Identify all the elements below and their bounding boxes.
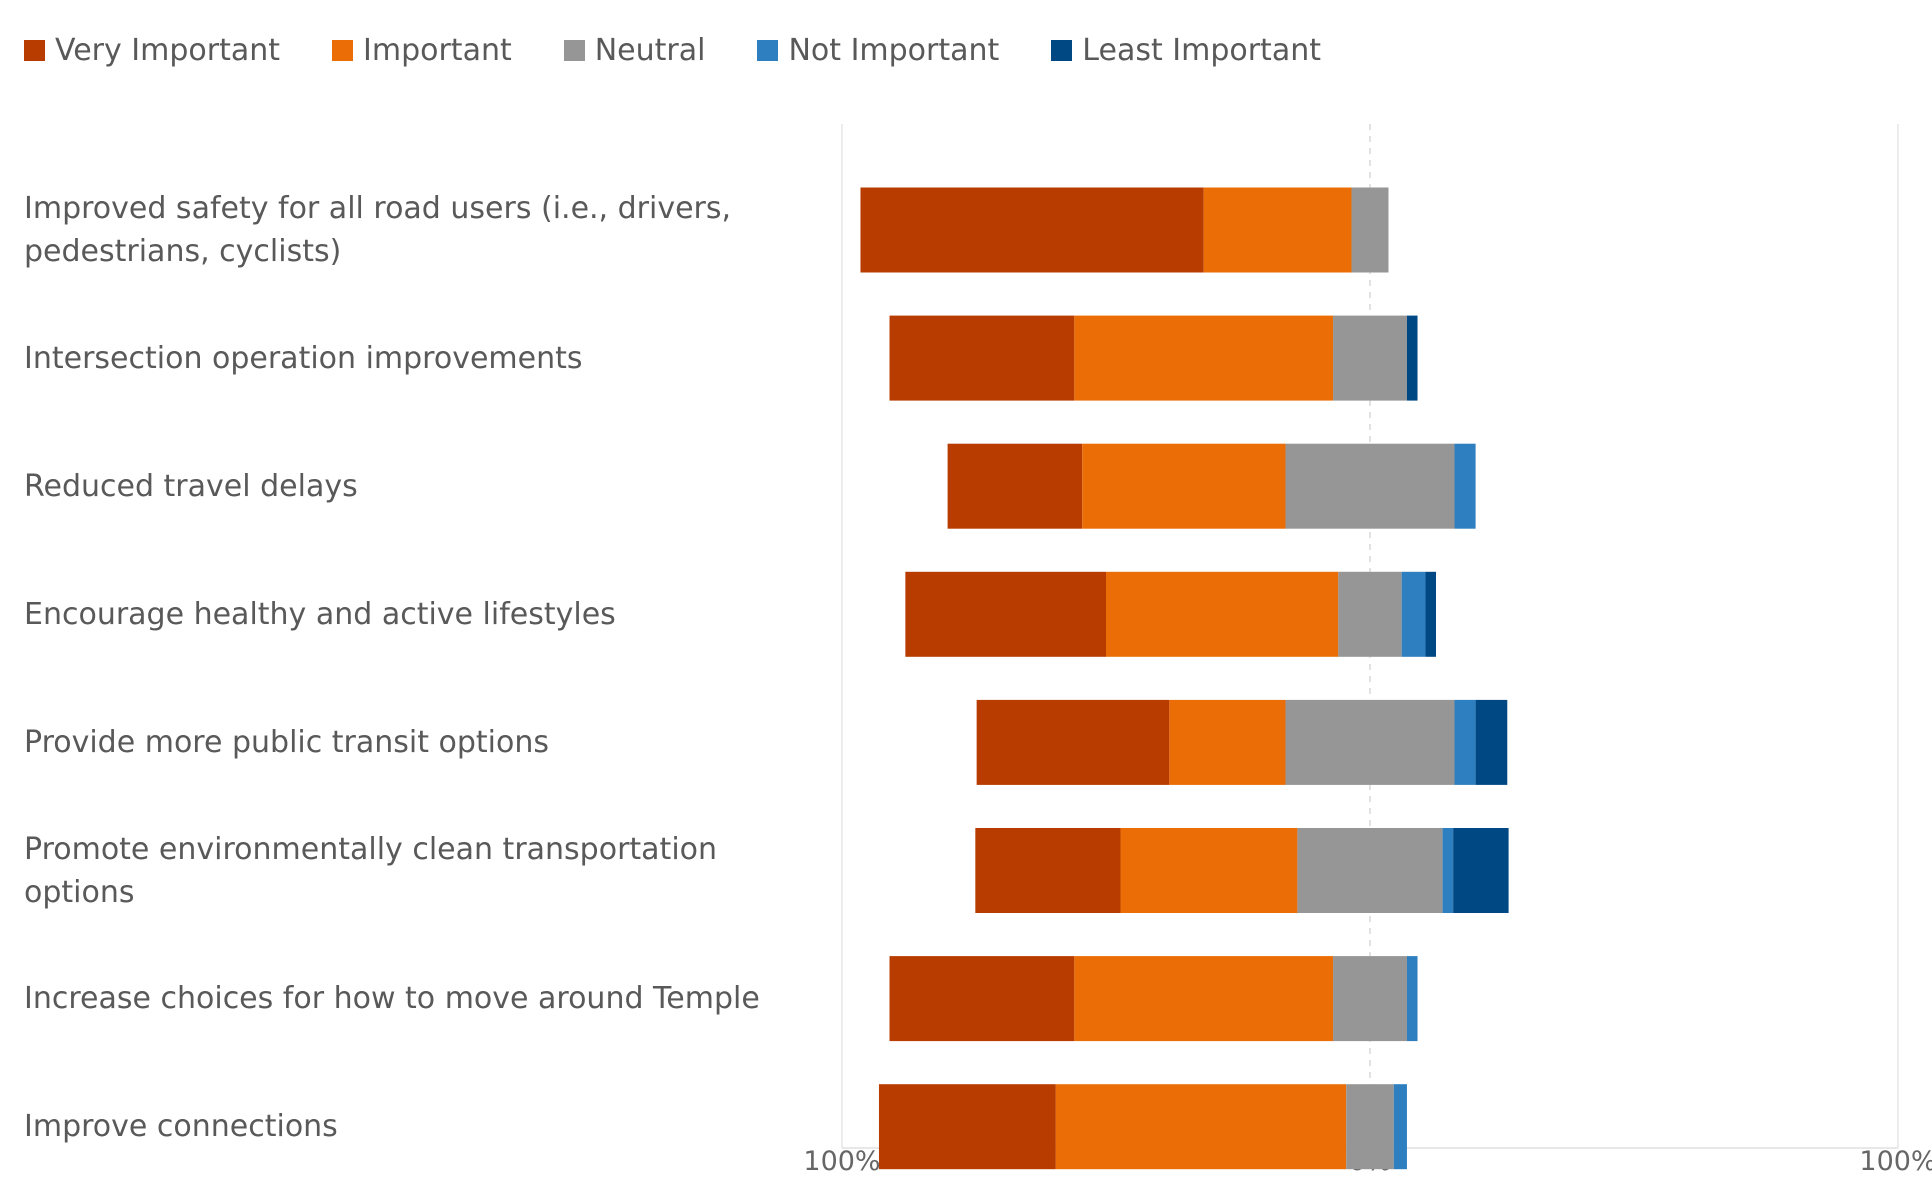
category-label: Increase choices for how to move around … — [24, 981, 760, 1017]
bar-segment — [1338, 571, 1402, 657]
bar-segment — [1285, 699, 1455, 785]
legend-item: Neutral — [563, 32, 706, 68]
x-tick-label: 100% — [803, 1146, 880, 1175]
bar-row — [975, 828, 1509, 913]
category-label: Intersection operation improvements — [24, 340, 583, 376]
legend-label: Not Important — [788, 32, 1000, 68]
bar-row — [947, 443, 1476, 529]
bar-segment — [1475, 699, 1508, 785]
bar-row — [878, 1084, 1407, 1170]
bar-segment — [878, 1084, 1056, 1170]
bar-row — [905, 571, 1436, 657]
bar-segment — [1454, 699, 1476, 785]
legend-item: Very Important — [24, 33, 280, 68]
legend-swatch — [757, 39, 779, 61]
bar-segment — [1203, 187, 1352, 273]
bar-segment — [1393, 1084, 1407, 1170]
category-label: Provide more public transit options — [24, 724, 550, 760]
bar-segment — [1454, 443, 1476, 529]
bar-segment — [1453, 828, 1509, 913]
category-label: Promote environmentally clean transporta… — [24, 831, 718, 910]
legend-label: Least Important — [1082, 32, 1321, 68]
bar-segment — [976, 699, 1170, 785]
bar-segment — [1333, 956, 1407, 1042]
category-label: Reduced travel delays — [24, 468, 358, 504]
legend-item: Important — [332, 33, 512, 68]
category-label: Improved safety for all road users (i.e.… — [24, 191, 732, 269]
bar-segment — [1346, 1084, 1394, 1170]
bar-segment — [1169, 699, 1286, 785]
bar-segment — [1082, 443, 1286, 529]
bar-segment — [1055, 1084, 1347, 1170]
bar-row — [889, 315, 1418, 401]
category-label: Encourage healthy and active lifestyles — [24, 596, 616, 632]
bar-segment — [1297, 828, 1443, 913]
bar-segment — [1120, 828, 1298, 913]
bar-segment — [975, 828, 1121, 913]
legend-item: Not Important — [757, 33, 999, 68]
bar-segment — [889, 956, 1075, 1042]
bar-segment — [1333, 315, 1407, 401]
bar-segment — [1442, 828, 1454, 913]
legend-label: Important — [363, 32, 512, 68]
bar-segment — [1106, 571, 1339, 657]
x-tick-label: 100% — [1859, 1146, 1932, 1175]
legend-label: Neutral — [594, 32, 706, 68]
bar-segment — [1406, 956, 1418, 1042]
legend-swatch — [24, 39, 45, 61]
bar-segment — [905, 571, 1106, 657]
legend-swatch — [1051, 39, 1073, 61]
legend-item: Least Important — [1051, 33, 1321, 68]
legend: Very Important Important Neutral Not Import… — [24, 30, 1373, 70]
bar-row — [889, 956, 1418, 1042]
bar-row — [860, 187, 1389, 273]
bar-row — [976, 699, 1508, 785]
legend-swatch — [332, 39, 353, 61]
bar-segment — [889, 315, 1075, 401]
bar-segment — [947, 443, 1083, 529]
bar-segment — [1401, 571, 1426, 657]
legend-label: Very Important — [55, 32, 280, 68]
bar-segment — [1074, 956, 1334, 1042]
bar-segment — [1285, 443, 1455, 529]
bar-segment — [1351, 187, 1389, 273]
legend-swatch — [563, 39, 585, 61]
bar-segment — [860, 187, 1204, 273]
category-label: Improve connections — [24, 1109, 338, 1145]
bar-segment — [1425, 571, 1436, 657]
bar-segment — [1406, 315, 1418, 401]
bar-segment — [1074, 315, 1334, 401]
